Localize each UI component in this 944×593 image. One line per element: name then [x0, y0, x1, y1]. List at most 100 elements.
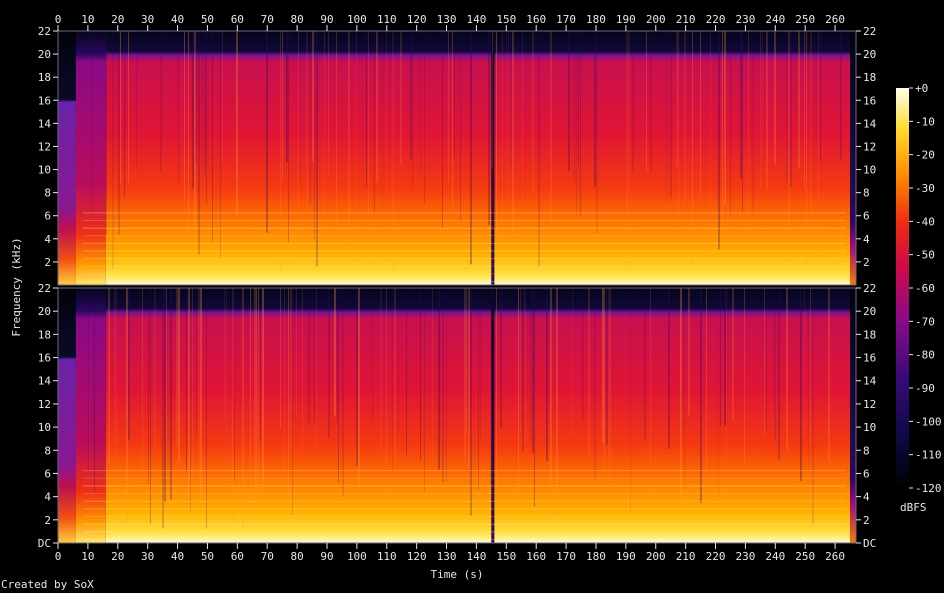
- colorbar-tick-label: -110: [915, 449, 942, 462]
- texture-stripe: [496, 31, 497, 241]
- texture-stripe: [314, 31, 315, 242]
- texture-stripe: [494, 31, 496, 230]
- x-axis-label: Time (s): [431, 568, 484, 581]
- x-tick-label-bottom: 10: [81, 550, 94, 563]
- texture-stripe: [438, 288, 440, 470]
- texture-stripe: [106, 31, 107, 235]
- harmonic-band: [83, 281, 846, 282]
- texture-stripe: [568, 31, 570, 172]
- colorbar-label: dBFS: [900, 501, 927, 514]
- texture-stripe: [136, 31, 137, 169]
- texture-stripe: [302, 288, 303, 450]
- x-tick-label-bottom: 90: [320, 550, 333, 563]
- y-tick-label-right: 6: [863, 210, 870, 223]
- colorbar-ticks: +0 -10 -20 -30 -40 -50 -60 -70 -80 -90 -100 -110 -12…: [909, 82, 942, 495]
- segment-high: [494, 31, 851, 285]
- texture-stripe: [386, 31, 387, 208]
- texture-stripe: [382, 31, 383, 211]
- texture-stripe: [480, 288, 481, 442]
- x-tick-label-bottom: 130: [437, 550, 457, 563]
- texture-stripe: [288, 288, 289, 504]
- texture-stripe: [292, 288, 293, 515]
- y-tick-label-right: 18: [863, 328, 876, 341]
- texture-stripe: [810, 288, 811, 446]
- texture-stripe: [798, 31, 800, 169]
- colorbar-tick-label: -90: [915, 382, 935, 395]
- texture-stripe: [204, 31, 206, 174]
- x-tick-label-bottom: 160: [526, 550, 546, 563]
- y-tick-label-left: 2: [44, 256, 51, 269]
- texture-stripe: [724, 288, 726, 426]
- texture-stripe: [300, 31, 301, 187]
- texture-stripe: [342, 288, 344, 497]
- texture-stripe: [192, 31, 194, 189]
- y-tick-label-right: 12: [863, 140, 876, 153]
- texture-stripe: [454, 31, 455, 159]
- y-tick-label-right: 8: [863, 187, 870, 200]
- segment-low: [58, 31, 76, 285]
- texture-stripe: [748, 31, 749, 229]
- harmonic-band: [83, 220, 846, 222]
- x-tick-label-bottom: 240: [765, 550, 785, 563]
- colorbar-tick-label: -120: [915, 482, 942, 495]
- texture-stripe: [678, 31, 679, 225]
- colorbar-tick-label: -20: [915, 149, 935, 162]
- texture-stripe: [196, 31, 197, 163]
- texture-stripe: [492, 31, 493, 169]
- texture-stripe: [610, 288, 611, 471]
- texture-stripe: [188, 31, 189, 258]
- texture-stripe: [532, 31, 534, 192]
- y-tick-label-left: 22: [38, 282, 51, 295]
- x-tick-label-top: 190: [616, 13, 636, 26]
- texture-stripe: [280, 31, 281, 272]
- x-tick-label-top: 170: [556, 13, 576, 26]
- texture-stripe: [720, 288, 721, 427]
- texture-stripe: [194, 31, 196, 234]
- y-axis-label: Frequency (kHz): [10, 237, 23, 336]
- harmonic-band: [83, 227, 846, 229]
- x-tick-label-top: 180: [586, 13, 606, 26]
- texture-stripe: [606, 288, 608, 446]
- y-tick-label-left: 18: [38, 71, 51, 84]
- y-tick-label-right: 20: [863, 48, 876, 61]
- texture-stripe: [206, 31, 207, 205]
- texture-stripe: [546, 288, 548, 462]
- x-tick-label-bottom: 0: [55, 550, 62, 563]
- texture-stripe: [666, 31, 667, 204]
- colorbar-tick-label: -80: [915, 349, 935, 362]
- texture-stripe: [786, 288, 788, 451]
- texture-stripe: [324, 31, 325, 241]
- x-tick-label-bottom: 60: [231, 550, 244, 563]
- colorbar-tick-label: -100: [915, 415, 942, 428]
- texture-stripe: [224, 288, 225, 422]
- texture-stripe: [200, 288, 202, 504]
- texture-stripe: [804, 31, 805, 188]
- texture-stripe: [786, 31, 788, 184]
- texture-stripe: [468, 288, 470, 468]
- texture-stripe: [226, 288, 227, 504]
- y-tick-label-left: 10: [38, 164, 51, 177]
- harmonic-band: [83, 235, 846, 237]
- texture-stripe: [142, 288, 143, 483]
- x-tick-label-top: 70: [261, 13, 274, 26]
- texture-stripe: [650, 288, 651, 494]
- colorbar: [896, 88, 909, 488]
- y-tick-label-right: 10: [863, 164, 876, 177]
- credit-text: Created by SoX: [1, 578, 94, 591]
- texture-stripe: [190, 288, 191, 513]
- y-tick-label-left: 10: [38, 421, 51, 434]
- texture-stripe: [700, 31, 701, 198]
- x-tick-label-bottom: 260: [825, 550, 845, 563]
- texture-stripe: [184, 31, 185, 200]
- texture-stripe: [688, 288, 690, 416]
- texture-stripe: [510, 31, 511, 169]
- texture-stripe: [306, 31, 308, 211]
- harmonic-band: [83, 212, 846, 214]
- texture-stripe: [730, 31, 731, 214]
- x-tick-label-bottom: 210: [676, 550, 696, 563]
- y-tick-label-left: 16: [38, 352, 51, 365]
- harmonic-band: [83, 500, 846, 502]
- texture-stripe: [406, 288, 407, 456]
- texture-stripe: [448, 31, 449, 184]
